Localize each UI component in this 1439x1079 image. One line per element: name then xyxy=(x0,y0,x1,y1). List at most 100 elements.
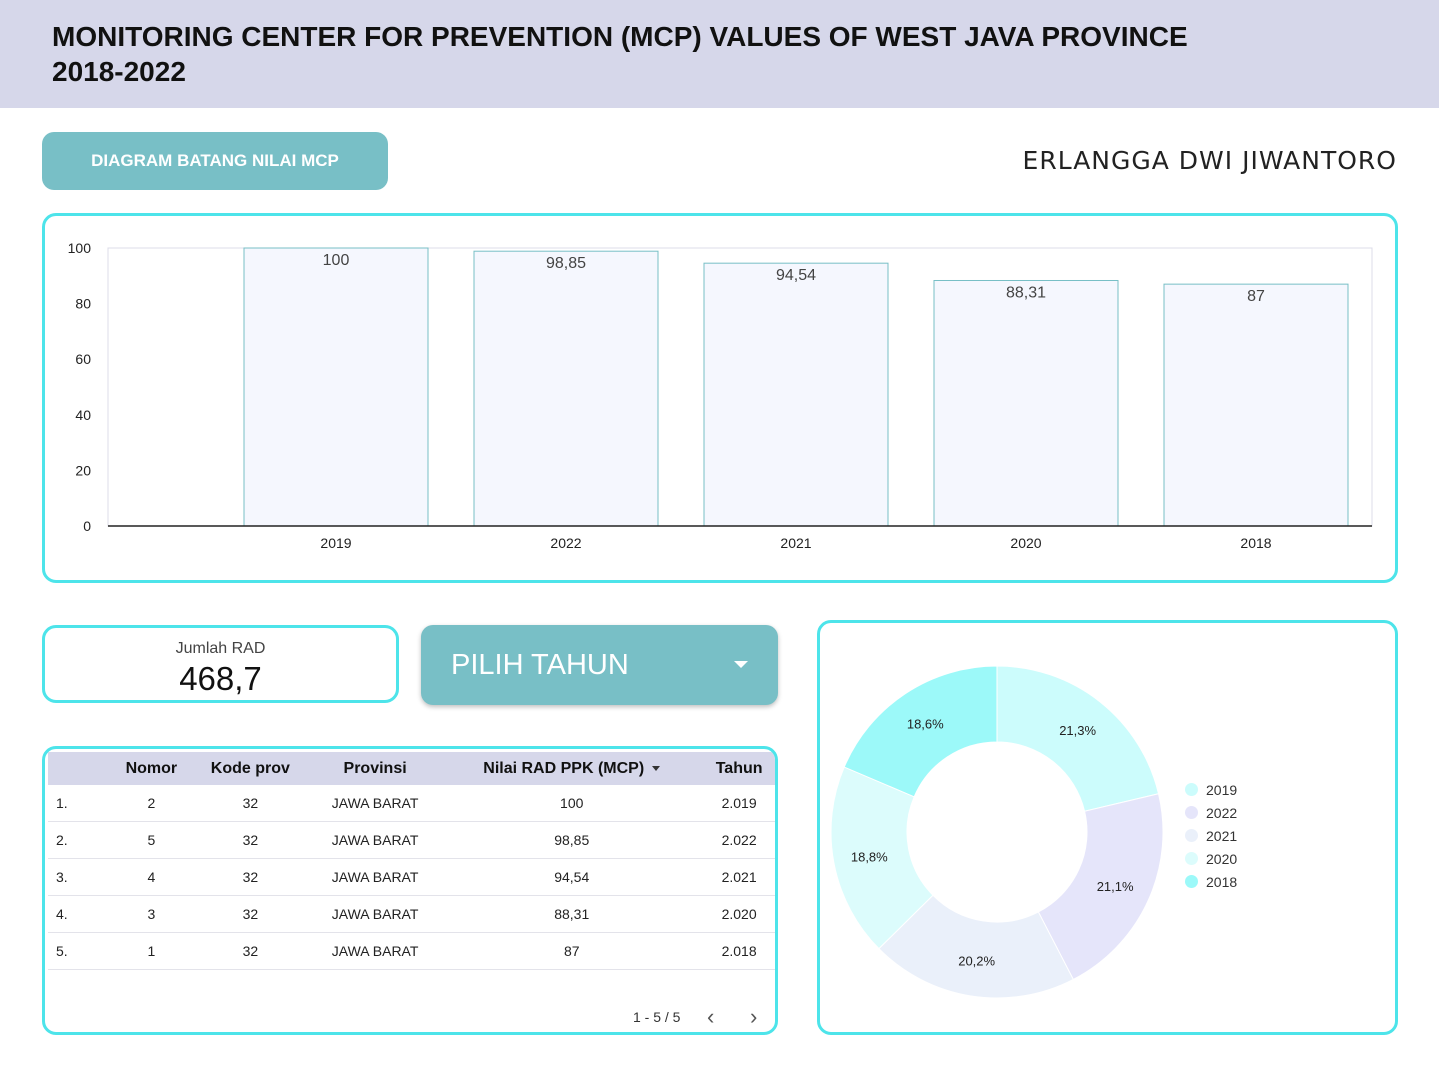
bar-value-label: 87 xyxy=(1247,288,1265,305)
bar-chart: 0 20 40 60 80 100 100 2019 98,85 2022 94,54 2021 88,… xyxy=(68,240,1373,551)
cell-provinsi: JAWA BARAT xyxy=(309,932,441,970)
legend-item[interactable]: 2020 xyxy=(1185,847,1237,870)
bar-value-label: 94,54 xyxy=(776,267,816,284)
legend-label: 2018 xyxy=(1206,873,1238,890)
x-tick-label: 2020 xyxy=(1010,535,1041,551)
table-header-row: Nomor Kode prov Provinsi Nilai RAD PPK (… xyxy=(48,752,775,785)
kpi-value: 468,7 xyxy=(179,660,262,697)
x-tick-label: 2022 xyxy=(550,535,581,551)
bar-chart-section-button[interactable]: DIAGRAM BATANG NILAI MCP xyxy=(42,132,388,190)
legend-swatch xyxy=(1185,875,1198,888)
legend-item[interactable]: 2022 xyxy=(1185,801,1237,824)
header-index xyxy=(48,752,112,785)
legend-swatch xyxy=(1185,829,1198,842)
cell-tahun: 2.018 xyxy=(703,932,775,970)
chevron-right-icon[interactable]: › xyxy=(750,1004,758,1029)
table-row: 3. 4 32 JAWA BARAT 94,54 2.021 xyxy=(48,858,775,896)
table-row: 5. 1 32 JAWA BARAT 87 2.018 xyxy=(48,932,775,970)
y-tick-label: 20 xyxy=(75,462,91,478)
cell-provinsi: JAWA BARAT xyxy=(309,895,441,933)
legend-label: 2019 xyxy=(1206,781,1238,798)
cell-nilai: 98,85 xyxy=(440,821,704,859)
bar xyxy=(243,247,429,527)
cell-kode-prov: 32 xyxy=(190,895,310,933)
y-tick-label: 40 xyxy=(75,407,91,423)
donut-slice xyxy=(996,665,1160,812)
legend-item[interactable]: 2021 xyxy=(1185,824,1237,847)
donut-slice-label: 18,6% xyxy=(907,717,944,732)
cell-nomor: 5 xyxy=(112,821,191,859)
cell-kode-prov: 32 xyxy=(190,785,310,822)
bar xyxy=(703,262,889,527)
kpi-card: Jumlah RAD 468,7 xyxy=(42,625,399,703)
bar xyxy=(1163,283,1349,527)
donut-slice xyxy=(830,766,934,950)
y-tick-label: 0 xyxy=(83,518,91,534)
year-dropdown-label: PILIH TAHUN xyxy=(451,649,629,681)
legend-item[interactable]: 2018 xyxy=(1185,870,1237,893)
author-name: ERLANGGA DWI JIWANTORO xyxy=(1022,146,1397,175)
caret-down-icon xyxy=(734,661,748,668)
cell-provinsi: JAWA BARAT xyxy=(309,858,441,896)
legend-swatch xyxy=(1185,806,1198,819)
row-index: 3. xyxy=(48,858,112,896)
cell-tahun: 2.022 xyxy=(703,821,775,859)
bar-value-label: 88,31 xyxy=(1006,284,1046,301)
row-index: 4. xyxy=(48,895,112,933)
donut-slice-label: 21,1% xyxy=(1097,879,1134,894)
cell-tahun: 2.020 xyxy=(703,895,775,933)
header-provinsi[interactable]: Provinsi xyxy=(343,759,407,777)
year-dropdown[interactable]: PILIH TAHUN xyxy=(421,625,778,705)
cell-kode-prov: 32 xyxy=(190,858,310,896)
header-tahun[interactable]: Tahun xyxy=(715,759,763,777)
legend-item[interactable]: 2019 xyxy=(1185,778,1237,801)
kpi-label: Jumlah RAD xyxy=(175,640,266,657)
chevron-left-icon[interactable]: ‹ xyxy=(707,1004,715,1029)
donut-chart: 21,3% 21,1% 20,2% 18,8% 18,6% xyxy=(830,665,1164,999)
header-nilai[interactable]: Nilai RAD PPK (MCP) xyxy=(440,752,703,785)
y-tick-label: 60 xyxy=(75,351,91,367)
cell-nomor: 2 xyxy=(112,785,191,822)
cell-kode-prov: 32 xyxy=(190,932,310,970)
donut-slice xyxy=(843,665,998,798)
donut-chart-card: 21,3% 21,1% 20,2% 18,8% 18,6% 2019 2022 2021 20… xyxy=(817,620,1398,1035)
y-tick-label: 80 xyxy=(75,296,91,312)
table-row: 1. 2 32 JAWA BARAT 100 2.019 xyxy=(48,785,775,822)
x-tick-label: 2019 xyxy=(320,535,351,551)
legend-swatch xyxy=(1185,852,1198,865)
donut-slice xyxy=(878,894,1074,999)
cell-nomor: 1 xyxy=(112,932,191,970)
cell-nomor: 3 xyxy=(112,895,191,933)
cell-provinsi: JAWA BARAT xyxy=(309,785,441,822)
data-table-card: Nomor Kode prov Provinsi Nilai RAD PPK (… xyxy=(42,746,778,1035)
bar-value-label: 100 xyxy=(323,252,350,269)
header-kode-prov[interactable]: Kode prov xyxy=(210,759,290,777)
table-row: 4. 3 32 JAWA BARAT 88,31 2.020 xyxy=(48,895,775,933)
donut-slice xyxy=(1037,793,1164,981)
donut-legend: 2019 2022 2021 2020 2018 xyxy=(1185,778,1237,893)
cell-nilai: 88,31 xyxy=(440,895,704,933)
cell-nilai: 87 xyxy=(440,932,704,970)
legend-swatch xyxy=(1185,783,1198,796)
header-nomor[interactable]: Nomor xyxy=(125,759,178,777)
cell-kode-prov: 32 xyxy=(190,821,310,859)
row-index: 1. xyxy=(48,785,112,822)
legend-label: 2021 xyxy=(1206,827,1238,844)
page-title: MONITORING CENTER FOR PREVENTION (MCP) V… xyxy=(52,21,1188,87)
cell-nomor: 4 xyxy=(112,858,191,896)
legend-label: 2022 xyxy=(1206,804,1238,821)
bar xyxy=(473,250,659,527)
donut-slice-label: 21,3% xyxy=(1059,723,1096,738)
y-tick-label: 100 xyxy=(68,240,92,256)
pagination-label: 1 - 5 / 5 xyxy=(633,1009,681,1025)
row-index: 5. xyxy=(48,932,112,970)
sort-desc-icon xyxy=(652,765,661,771)
x-tick-label: 2018 xyxy=(1240,535,1271,551)
cell-tahun: 2.019 xyxy=(703,785,775,822)
donut-slice-label: 18,8% xyxy=(851,849,888,864)
cell-nilai: 94,54 xyxy=(440,858,704,896)
donut-slice-label: 20,2% xyxy=(958,953,995,968)
x-tick-label: 2021 xyxy=(780,535,811,551)
row-index: 2. xyxy=(48,821,112,859)
cell-tahun: 2.021 xyxy=(703,858,775,896)
